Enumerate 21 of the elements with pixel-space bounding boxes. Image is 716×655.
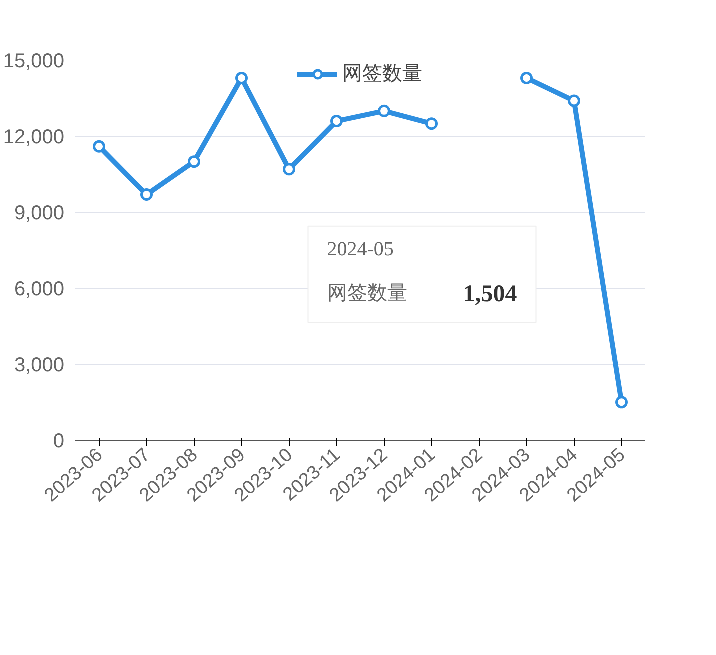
y-tick-label: 6,000 xyxy=(14,278,65,300)
point xyxy=(616,396,628,409)
point xyxy=(378,104,390,118)
y-tick-label: 3,000 xyxy=(14,354,65,376)
point xyxy=(283,163,296,176)
point xyxy=(568,94,580,108)
legend-label: 网签数量 xyxy=(342,62,422,87)
annotation: 网签数量 xyxy=(327,282,408,305)
point xyxy=(236,72,248,84)
y-tick-label: 12,000 xyxy=(3,126,64,148)
y-tick-label: 15,000 xyxy=(3,50,64,72)
y-tick-label: 9,000 xyxy=(14,202,65,224)
point xyxy=(140,188,153,202)
point xyxy=(426,118,438,130)
annotation: 2024-05 xyxy=(327,238,394,261)
annotation: 1,504 xyxy=(463,282,518,308)
point xyxy=(520,72,533,84)
y-tick-label: 0 xyxy=(53,430,64,452)
point xyxy=(93,140,106,153)
point xyxy=(188,156,200,168)
point xyxy=(330,115,343,128)
